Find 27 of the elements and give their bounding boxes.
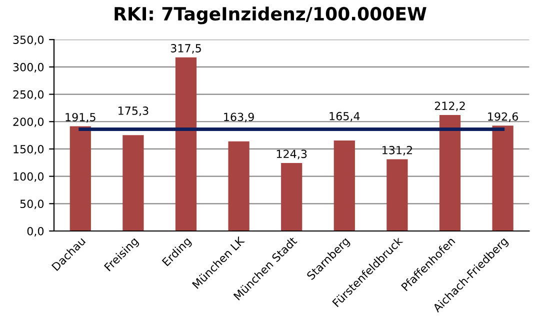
bar xyxy=(281,163,302,231)
bar xyxy=(228,141,250,231)
bar xyxy=(439,114,461,231)
y-tick-label: 250,0 xyxy=(13,90,44,100)
data-label: 192,6 xyxy=(488,112,518,122)
data-label: 212,2 xyxy=(434,102,465,112)
y-tick-label: 50,0 xyxy=(20,200,44,210)
y-tick-label: 200,0 xyxy=(13,118,44,128)
y-tick-label: 350,0 xyxy=(13,36,44,46)
y-tick-label: 300,0 xyxy=(13,62,44,72)
bar xyxy=(334,140,355,231)
y-tick-label: 100,0 xyxy=(14,172,44,182)
bar xyxy=(492,126,514,231)
data-label: 165,4 xyxy=(330,112,360,122)
y-tick-label: 0,0 xyxy=(27,226,44,237)
data-label: 317,5 xyxy=(170,44,201,54)
data-label: 175,3 xyxy=(118,106,148,116)
data-label: 124,3 xyxy=(276,150,307,160)
chart-title: RKI: 7TageInzidenz/100.000EW xyxy=(114,6,426,24)
data-label: 191,5 xyxy=(66,112,96,122)
bar xyxy=(386,159,408,231)
y-tick-label: 150,0 xyxy=(14,144,44,154)
data-label: 163,9 xyxy=(224,112,254,122)
bar xyxy=(70,126,91,231)
data-label: 131,2 xyxy=(382,146,412,156)
bar xyxy=(175,57,197,231)
bar xyxy=(122,135,144,231)
